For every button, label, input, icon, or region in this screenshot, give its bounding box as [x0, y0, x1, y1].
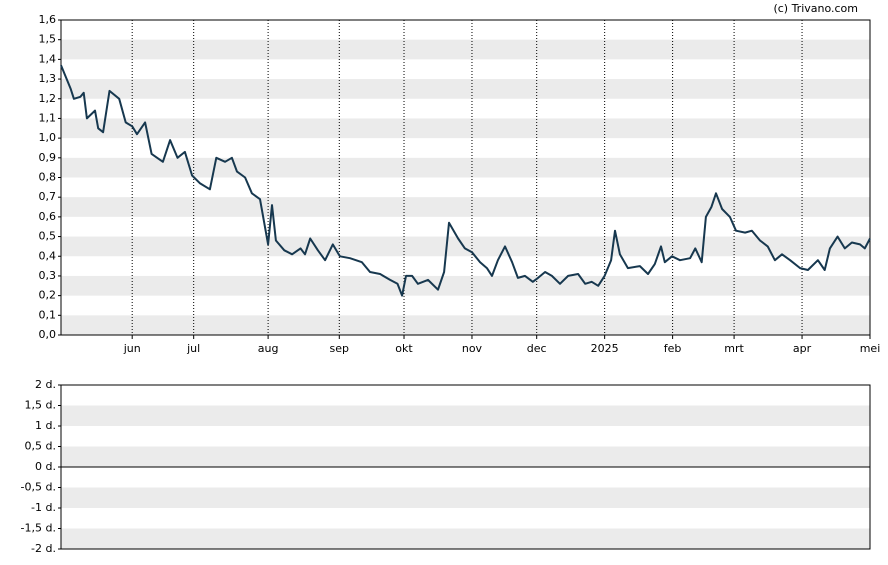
x-tick-label: aug [258, 342, 279, 355]
y-tick-label: 0,8 [39, 171, 57, 184]
grid-band [61, 487, 870, 508]
x-tick-label: jul [186, 342, 200, 355]
grid-band [61, 39, 870, 60]
y-tick-label: 0,7 [39, 190, 57, 203]
y-tick-label: 1,3 [39, 72, 57, 85]
grid-band [61, 197, 870, 217]
y-tick-label: 1,1 [39, 111, 57, 124]
y-tick-label: 0 d. [35, 460, 56, 473]
y-tick-label: 1,5 d. [25, 399, 56, 412]
y-tick-label: -1,5 d. [21, 522, 56, 535]
x-tick-label: sep [330, 342, 349, 355]
y-tick-label: 1,6 [39, 13, 57, 26]
x-tick-label: jun [123, 342, 141, 355]
y-tick-label: 1 d. [35, 419, 56, 432]
grid-band [61, 446, 870, 467]
price-line [60, 64, 871, 297]
y-tick-label: 2 d. [35, 378, 56, 391]
grid-band [61, 236, 870, 257]
x-tick-label: nov [462, 342, 483, 355]
y-tick-label: 0,0 [39, 328, 57, 341]
y-tick-label: 0,4 [39, 249, 57, 262]
y-tick-label: 0,5 [39, 230, 57, 243]
plot-frame [60, 19, 871, 336]
grid-band [61, 405, 870, 426]
y-tick-label: -0,5 d. [21, 481, 56, 494]
grid-band [61, 275, 870, 296]
x-tick-label: mei [860, 342, 881, 355]
x-tick-label: apr [793, 342, 812, 355]
y-tick-label: 0,9 [39, 151, 57, 164]
grid-band [61, 157, 870, 178]
plot-frame [60, 384, 871, 550]
y-tick-label: 0,1 [39, 308, 57, 321]
y-tick-label: 1,0 [39, 131, 57, 144]
y-tick-label: 0,2 [39, 289, 57, 302]
y-tick-label: -2 d. [31, 542, 56, 555]
y-tick-label: 1,4 [39, 52, 57, 65]
y-tick-label: -1 d. [31, 501, 56, 514]
grid-band [61, 315, 870, 335]
x-tick-label: dec [527, 342, 547, 355]
credit: (c) Trivano.com [773, 2, 858, 15]
y-tick-label: 0,6 [39, 210, 57, 223]
x-tick-label: feb [664, 342, 682, 355]
x-tick-label: okt [395, 342, 413, 355]
y-tick-label: 0,5 d. [25, 440, 56, 453]
y-tick-label: 1,5 [39, 33, 57, 46]
x-tick-label: 2025 [591, 342, 619, 355]
grid-band [61, 528, 870, 549]
y-tick-label: 1,2 [39, 92, 57, 105]
grid-band [61, 118, 870, 139]
grid-band [61, 79, 870, 99]
x-tick-label: mrt [724, 342, 744, 355]
y-tick-label: 0,3 [39, 269, 57, 282]
